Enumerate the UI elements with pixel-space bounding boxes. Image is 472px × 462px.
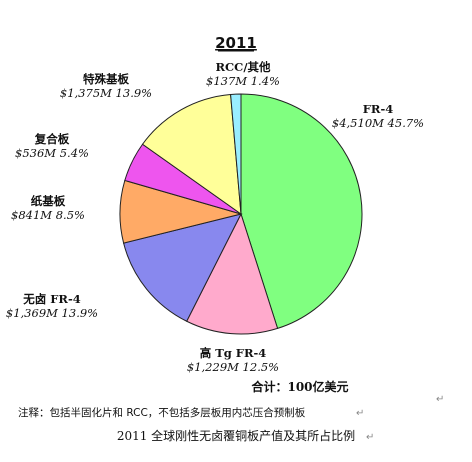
slice-value-label: $1,229M 12.5% — [187, 360, 279, 374]
slice-value-label: $1,369M 13.9% — [6, 306, 98, 320]
chart-note: 注释：包括半固化片和 RCC，不包括多层板用内芯压合预制板 — [18, 406, 306, 419]
paragraph-mark: ↵ — [356, 408, 364, 419]
figure-caption: 2011 全球刚性无卤覆铜板产值及其所占比例 — [117, 428, 355, 443]
slice-name-label: RCC/其他 — [215, 60, 271, 74]
slice-value-label: $841M 8.5% — [11, 208, 85, 222]
slice-name-label: 特殊基板 — [83, 72, 129, 86]
slice-name-label: 高 Tg FR-4 — [200, 346, 267, 360]
slice-value-label: $536M 5.4% — [15, 146, 89, 160]
pie-slice — [240, 93, 363, 330]
slice-name-label: 复合板 — [34, 132, 70, 146]
pie-slices — [119, 93, 363, 335]
slice-value-label: $4,510M 45.7% — [332, 116, 424, 130]
slice-labels: FR-4$4,510M 45.7% 高 Tg FR-4$1,229M 12.5% 无… — [6, 60, 424, 374]
pie-slice — [123, 213, 242, 322]
chart-title: 2011 — [215, 34, 257, 52]
slice-name-label: 无卤 FR-4 — [22, 292, 81, 306]
slice-value-label: $137M 1.4% — [206, 74, 280, 88]
slice-value-label: $1,375M 13.9% — [60, 86, 152, 100]
total-label: 合计：100亿美元 — [251, 379, 348, 394]
paragraph-mark: ↵ — [436, 394, 444, 405]
pie-slice — [186, 212, 279, 335]
pie-slice — [141, 93, 242, 216]
slice-name-label: 纸基板 — [31, 194, 66, 208]
slice-name-label: FR-4 — [363, 102, 394, 116]
paragraph-mark: ↵ — [366, 432, 374, 443]
pie-slice — [230, 93, 242, 215]
